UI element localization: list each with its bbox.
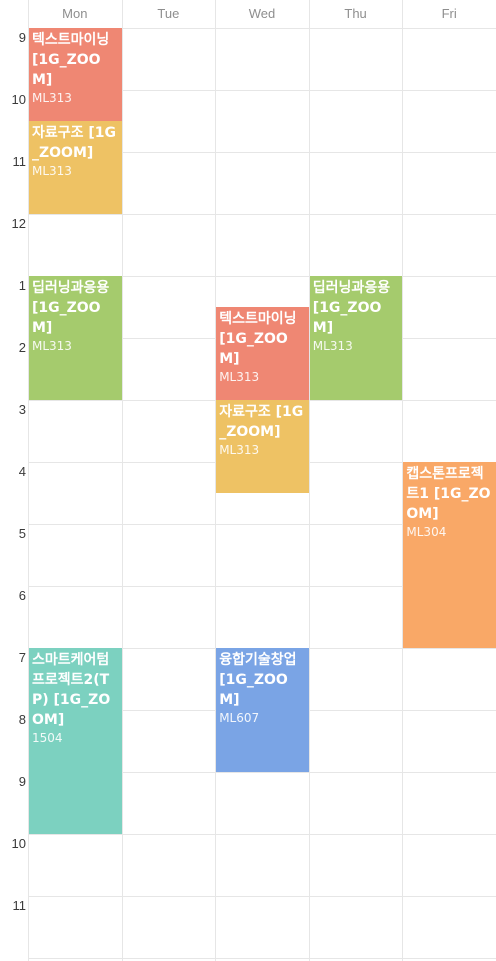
event-room: ML313: [32, 339, 72, 353]
event-block[interactable]: 자료구조 [1G_ZOOM] ML313: [216, 400, 309, 493]
grid-row-line: [28, 524, 496, 525]
event-title: 자료구조 [1G_ZOOM]: [219, 404, 304, 440]
hour-label: 10: [11, 92, 26, 107]
event-title: 캡스톤프로젝트1 [1G_ZOOM]: [406, 466, 491, 522]
hour-label: 11: [12, 898, 27, 913]
day-header-thu: Thu: [344, 6, 367, 21]
event-title: 융합기술창업 [1G_ZOOM]: [219, 652, 297, 708]
grid-row-line: [28, 152, 496, 153]
event-title: 텍스트마이닝 [1G_ZOOM]: [32, 32, 110, 88]
grid-row-line: [28, 896, 496, 897]
hour-label: 11: [12, 154, 27, 169]
event-room: ML313: [32, 164, 72, 178]
grid-row-line: [28, 834, 496, 835]
event-title: 자료구조 [1G_ZOOM]: [32, 125, 117, 161]
event-title: 텍스트마이닝 [1G_ZOOM]: [219, 311, 297, 367]
event-title: 스마트케어텀프로젝트2(TP) [1G_ZOOM]: [32, 652, 111, 728]
hour-label: 1: [18, 278, 26, 293]
hour-label: 3: [18, 402, 26, 417]
event-room: ML304: [406, 525, 447, 539]
grid-column-line: [28, 0, 29, 961]
grid-row-line: [28, 28, 496, 29]
event-title: 딥러닝과응용 [1G_ZOOM]: [32, 280, 110, 336]
hour-label: 10: [11, 836, 26, 851]
event-block[interactable]: 텍스트마이닝 [1G_ZOOM] ML313: [216, 307, 309, 400]
event-block[interactable]: 스마트케어텀프로젝트2(TP) [1G_ZOOM] 1504: [29, 648, 122, 834]
event-block[interactable]: 딥러닝과응용 [1G_ZOOM] ML313: [309, 276, 403, 400]
grid-row-line: [28, 90, 496, 91]
hour-label: 7: [18, 650, 26, 665]
grid-row-line: [28, 586, 496, 587]
hour-label: 9: [18, 774, 26, 789]
day-header-tue: Tue: [157, 6, 180, 21]
event-room: ML313: [219, 443, 260, 457]
event-title: 딥러닝과응용 [1G_ZOOM]: [312, 280, 391, 336]
event-block[interactable]: 자료구조 [1G_ZOOM] ML313: [29, 121, 122, 214]
grid-row-line: [28, 958, 496, 959]
event-block[interactable]: 텍스트마이닝 [1G_ZOOM] ML313: [29, 28, 122, 121]
grid-column-line: [215, 0, 217, 961]
event-room: ML607: [219, 711, 260, 725]
grid-column-line: [402, 0, 404, 961]
grid-row-line: [28, 772, 496, 773]
hour-label: 2: [18, 340, 26, 355]
event-block[interactable]: 딥러닝과응용 [1G_ZOOM] ML313: [29, 276, 122, 400]
grid-row-line: [28, 214, 496, 215]
event-block[interactable]: 캡스톤프로젝트1 [1G_ZOOM] ML304: [403, 462, 496, 648]
day-header-fri: Fri: [441, 6, 457, 21]
event-room: ML313: [32, 91, 72, 105]
day-header-mon: Mon: [62, 6, 88, 21]
event-room: 1504: [32, 731, 63, 745]
event-room: ML313: [312, 339, 353, 353]
day-header-wed: Wed: [248, 6, 276, 21]
hour-label: 9: [18, 30, 26, 45]
grid-row-line: [28, 276, 496, 277]
event-block[interactable]: 융합기술창업 [1G_ZOOM] ML607: [216, 648, 309, 772]
grid-column-line: [308, 0, 310, 961]
hour-label: 8: [18, 712, 26, 727]
hour-label: 12: [11, 216, 26, 231]
hour-label: 6: [18, 588, 26, 603]
event-room: ML313: [219, 370, 260, 384]
hour-label: 5: [18, 526, 26, 541]
hour-label: 4: [18, 464, 26, 479]
grid-column-line: [121, 0, 123, 961]
